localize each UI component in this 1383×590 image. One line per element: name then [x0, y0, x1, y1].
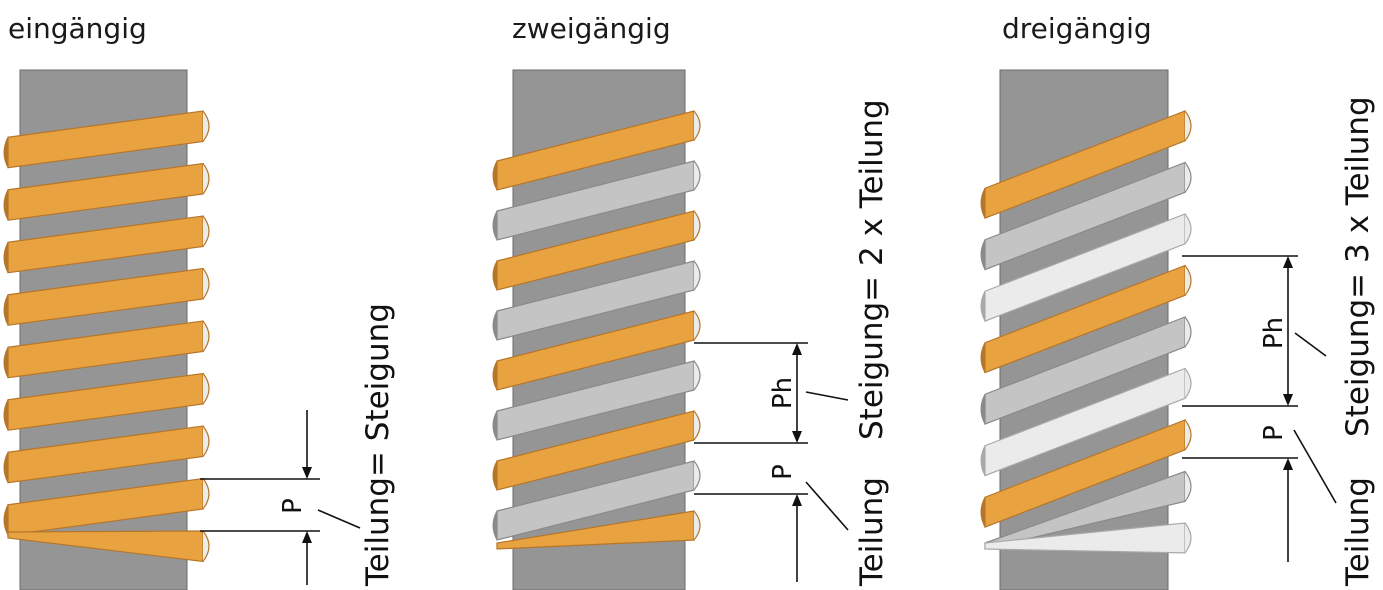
flight-rim	[1184, 522, 1192, 554]
teilung-label: Teilung= Steigung	[360, 303, 396, 587]
flight-rim	[202, 373, 210, 405]
flight-rim	[202, 215, 210, 247]
pitch-label: P	[278, 498, 308, 514]
lead-label: Ph	[1259, 317, 1289, 349]
flight-rim	[492, 360, 498, 391]
panel-double-start: zweigängig Ph P Steigung= 2 x Teilung Te…	[492, 12, 890, 590]
flight-rim	[3, 452, 9, 483]
flight-rim	[1184, 213, 1192, 245]
flight-rim	[492, 260, 498, 291]
panel-single-start: eingängig P Teilung= Steigung	[3, 12, 396, 590]
flight-rim	[1184, 162, 1192, 193]
lead-dimension: Ph	[694, 342, 849, 444]
lead-label: Ph	[768, 377, 798, 409]
steigung-label: Steigung= 3 x Teilung	[1340, 96, 1376, 437]
steigung-label: Steigung= 2 x Teilung	[854, 99, 890, 440]
flight-rim	[693, 510, 701, 541]
thread-flights	[3, 110, 210, 563]
flight-rim	[202, 320, 210, 352]
flight-rim	[202, 268, 210, 300]
flight-rim	[980, 188, 986, 219]
flight-rim	[202, 163, 210, 195]
pitch-label: P	[768, 464, 798, 480]
pitch-dimension: P	[694, 464, 849, 582]
panel-title: dreigängig	[1002, 12, 1152, 45]
thread-flights	[492, 110, 701, 550]
flight-rim	[980, 342, 986, 373]
thread-flights	[980, 110, 1192, 554]
pitch-dimension: P	[1182, 425, 1337, 562]
flight-rim	[202, 478, 210, 510]
teilung-label: Teilung	[1340, 477, 1376, 587]
flight-rim	[693, 160, 701, 191]
flight-rim	[1184, 316, 1192, 348]
flight-rim	[693, 460, 701, 491]
flight-rim	[980, 497, 986, 528]
pitch-label: P	[1259, 425, 1289, 441]
teilung-label: Teilung	[854, 477, 890, 587]
panel-triple-start: dreigängig Ph P Steigung= 3 x Teilung Te…	[980, 12, 1376, 590]
flight-rim	[3, 399, 9, 431]
flight-rim	[980, 239, 986, 270]
flight-rim	[202, 110, 210, 142]
lead-dimension: Ph	[1182, 255, 1327, 407]
flight-rim	[202, 425, 210, 457]
panel-title: zweigängig	[512, 12, 671, 45]
flight-rim	[980, 291, 986, 322]
screw-double-start	[492, 69, 701, 590]
flight-rim	[980, 445, 986, 476]
screw-single-start	[3, 69, 210, 590]
panel-title: eingängig	[8, 12, 147, 45]
flight-rim	[492, 160, 498, 191]
flight-rim	[492, 410, 498, 441]
flight-rim	[693, 360, 701, 391]
flight-rim	[492, 460, 498, 491]
flight-rim	[693, 260, 701, 291]
flight-rim	[1184, 368, 1192, 399]
flight-rim	[693, 210, 701, 241]
flight-rim	[3, 347, 9, 378]
flight-rim	[3, 504, 9, 536]
flight-rim	[3, 189, 9, 221]
flight-rim	[492, 510, 498, 541]
flight-rim	[492, 310, 498, 341]
flight-rim	[693, 310, 701, 341]
flight-rim	[693, 410, 701, 441]
flight-rim	[1184, 110, 1192, 142]
flight-rim	[202, 530, 210, 562]
flight-rim	[1184, 471, 1192, 502]
flight-rim	[3, 294, 9, 326]
pitch-dimension: P	[200, 410, 361, 585]
screw-triple-start	[980, 69, 1192, 590]
flight-rim	[693, 110, 701, 141]
flight-rim	[492, 210, 498, 241]
flight-rim	[980, 394, 986, 425]
flight-rim	[3, 242, 9, 273]
flight-rim	[1184, 265, 1192, 296]
flight-rim	[1184, 419, 1192, 451]
flight-rim	[3, 137, 9, 168]
